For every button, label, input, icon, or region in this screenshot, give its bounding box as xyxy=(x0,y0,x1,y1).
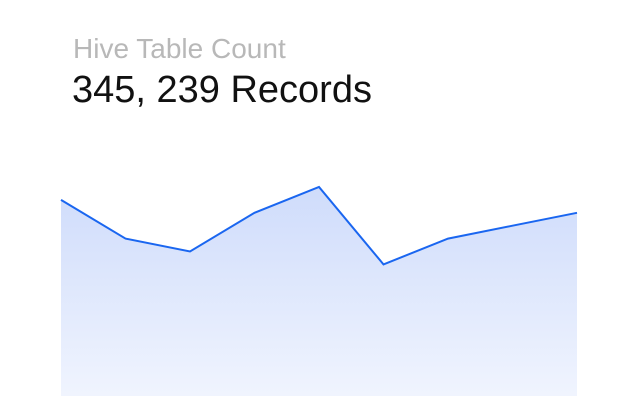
record-count: 345, 239 Records xyxy=(72,69,372,111)
series-area-fill xyxy=(61,187,577,396)
card-subtitle: Hive Table Count xyxy=(73,33,286,64)
series-line xyxy=(60,185,578,266)
